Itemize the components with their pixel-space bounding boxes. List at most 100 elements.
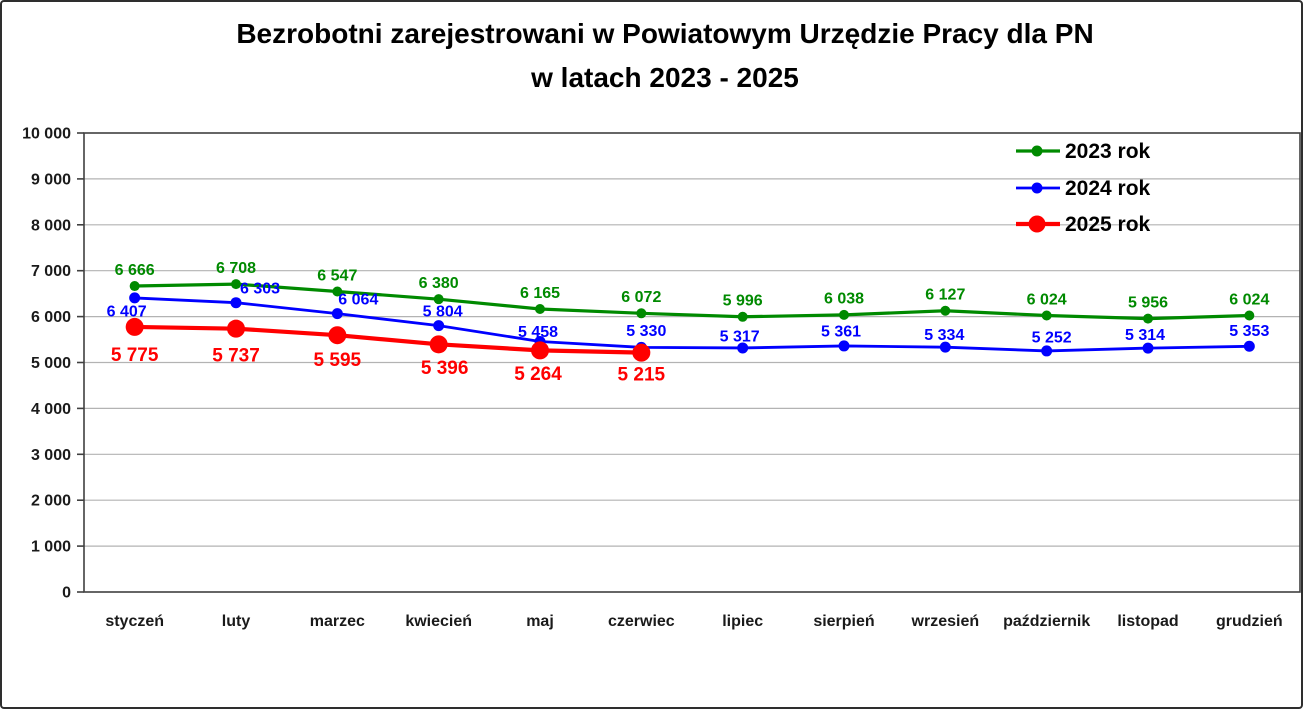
y-axis-tick-label: 8 000 bbox=[31, 217, 71, 234]
data-point bbox=[230, 297, 242, 309]
data-point bbox=[328, 326, 347, 345]
data-label: 5 361 bbox=[821, 324, 861, 341]
data-label: 5 595 bbox=[314, 350, 362, 371]
data-point bbox=[331, 308, 343, 320]
x-axis-tick-label: kwiecień bbox=[405, 613, 472, 630]
data-label: 6 064 bbox=[338, 291, 378, 308]
data-point bbox=[433, 294, 444, 305]
series-line bbox=[133, 282, 1251, 321]
x-axis-tick-label: luty bbox=[222, 613, 251, 630]
data-point bbox=[227, 319, 245, 338]
data-label: 5 252 bbox=[1032, 330, 1072, 347]
series-2025-rok bbox=[125, 317, 651, 362]
data-label: 6 303 bbox=[240, 280, 280, 297]
data-label: 5 314 bbox=[1125, 327, 1165, 344]
x-axis-tick-label: wrzesień bbox=[911, 613, 980, 630]
data-point bbox=[332, 286, 343, 297]
y-axis-tick-label: 0 bbox=[62, 585, 71, 602]
data-label: 6 024 bbox=[1229, 291, 1269, 308]
data-series bbox=[125, 279, 1255, 362]
data-label: 6 072 bbox=[621, 289, 661, 306]
y-axis-tick-label: 7 000 bbox=[31, 263, 71, 280]
x-axis-tick-label: sierpień bbox=[813, 613, 874, 630]
x-axis-tick-label: październik bbox=[1003, 613, 1090, 630]
x-axis-tick-label: styczeń bbox=[105, 613, 164, 630]
chart-title-line2: w latach 2023 - 2025 bbox=[530, 62, 799, 93]
data-point bbox=[737, 311, 748, 322]
data-label: 6 547 bbox=[317, 267, 357, 284]
y-axis-tick-label: 1 000 bbox=[31, 539, 71, 556]
data-point bbox=[939, 341, 951, 353]
y-axis-tick-label: 9 000 bbox=[31, 171, 71, 188]
x-axis-tick-label: listopad bbox=[1117, 613, 1178, 630]
data-point bbox=[636, 308, 647, 319]
data-label: 6 127 bbox=[925, 287, 965, 304]
data-label: 5 353 bbox=[1229, 323, 1269, 340]
data-label: 5 775 bbox=[111, 345, 159, 366]
series-2023-rok bbox=[129, 279, 1255, 324]
series-2024-rok bbox=[129, 292, 1255, 357]
legend-item: 2024 rok bbox=[1016, 177, 1151, 200]
chart-title-line1: Bezrobotni zarejestrowani w Powiatowym U… bbox=[236, 18, 1093, 49]
data-point bbox=[632, 343, 651, 362]
data-label: 6 407 bbox=[107, 304, 147, 321]
legend: 2023 rok 2024 rok 2025 rok bbox=[1016, 140, 1151, 236]
data-label: 5 215 bbox=[618, 364, 666, 385]
data-point bbox=[940, 305, 951, 316]
legend-marker bbox=[1028, 215, 1046, 233]
data-label: 5 264 bbox=[514, 364, 562, 385]
data-point bbox=[429, 335, 448, 354]
data-label: 5 458 bbox=[518, 324, 558, 341]
data-point bbox=[433, 320, 445, 332]
data-point bbox=[838, 340, 850, 352]
data-point bbox=[1143, 313, 1153, 324]
y-axis-tick-label: 6 000 bbox=[31, 309, 71, 326]
data-point bbox=[231, 279, 241, 290]
x-axis-tick-label: grudzień bbox=[1216, 613, 1283, 630]
y-axis-tick-label: 4 000 bbox=[31, 401, 71, 418]
legend-label: 2024 rok bbox=[1065, 177, 1151, 200]
data-point bbox=[535, 304, 545, 315]
series-line bbox=[132, 324, 644, 355]
data-point bbox=[1243, 340, 1255, 352]
data-label: 6 165 bbox=[520, 285, 560, 302]
legend-item: 2025 rok bbox=[1016, 213, 1151, 236]
data-point bbox=[1142, 342, 1154, 354]
legend-label: 2023 rok bbox=[1065, 140, 1151, 163]
data-label: 5 956 bbox=[1128, 294, 1168, 311]
y-axis-tick-label: 3 000 bbox=[31, 447, 71, 464]
data-label: 5 317 bbox=[720, 329, 760, 346]
data-label: 5 804 bbox=[423, 303, 463, 320]
data-point bbox=[129, 281, 140, 292]
data-point bbox=[1041, 345, 1053, 357]
data-point bbox=[125, 317, 144, 336]
data-point bbox=[1041, 310, 1052, 321]
series-line bbox=[133, 296, 1251, 353]
data-label: 5 330 bbox=[626, 323, 666, 340]
data-label: 5 737 bbox=[212, 346, 260, 367]
legend-item: 2023 rok bbox=[1016, 140, 1151, 163]
data-label: 5 334 bbox=[924, 327, 964, 344]
data-point bbox=[531, 341, 549, 360]
legend-label: 2025 rok bbox=[1065, 213, 1151, 236]
y-axis-tick-label: 5 000 bbox=[31, 355, 71, 372]
data-point bbox=[1244, 310, 1255, 321]
y-axis-tick-label: 2 000 bbox=[31, 493, 71, 510]
data-label: 6 380 bbox=[419, 275, 459, 292]
data-labels: 6 666 6 708 6 547 6 380 6 165 6 072 5 996 6 038… bbox=[107, 260, 1270, 386]
x-axis-tick-label: lipiec bbox=[722, 613, 763, 630]
x-axis-tick-label: maj bbox=[526, 613, 554, 630]
data-label: 5 996 bbox=[723, 293, 763, 310]
y-axis-tick-label: 10 000 bbox=[22, 126, 71, 143]
data-label: 6 666 bbox=[115, 262, 155, 279]
legend-marker bbox=[1031, 145, 1043, 157]
data-label: 6 024 bbox=[1027, 291, 1067, 308]
data-label: 5 396 bbox=[421, 358, 469, 379]
data-label: 6 038 bbox=[824, 291, 864, 308]
x-axis-tick-label: czerwiec bbox=[608, 613, 675, 630]
data-label: 6 708 bbox=[216, 260, 256, 277]
data-point bbox=[129, 292, 141, 304]
legend-marker bbox=[1031, 182, 1043, 194]
